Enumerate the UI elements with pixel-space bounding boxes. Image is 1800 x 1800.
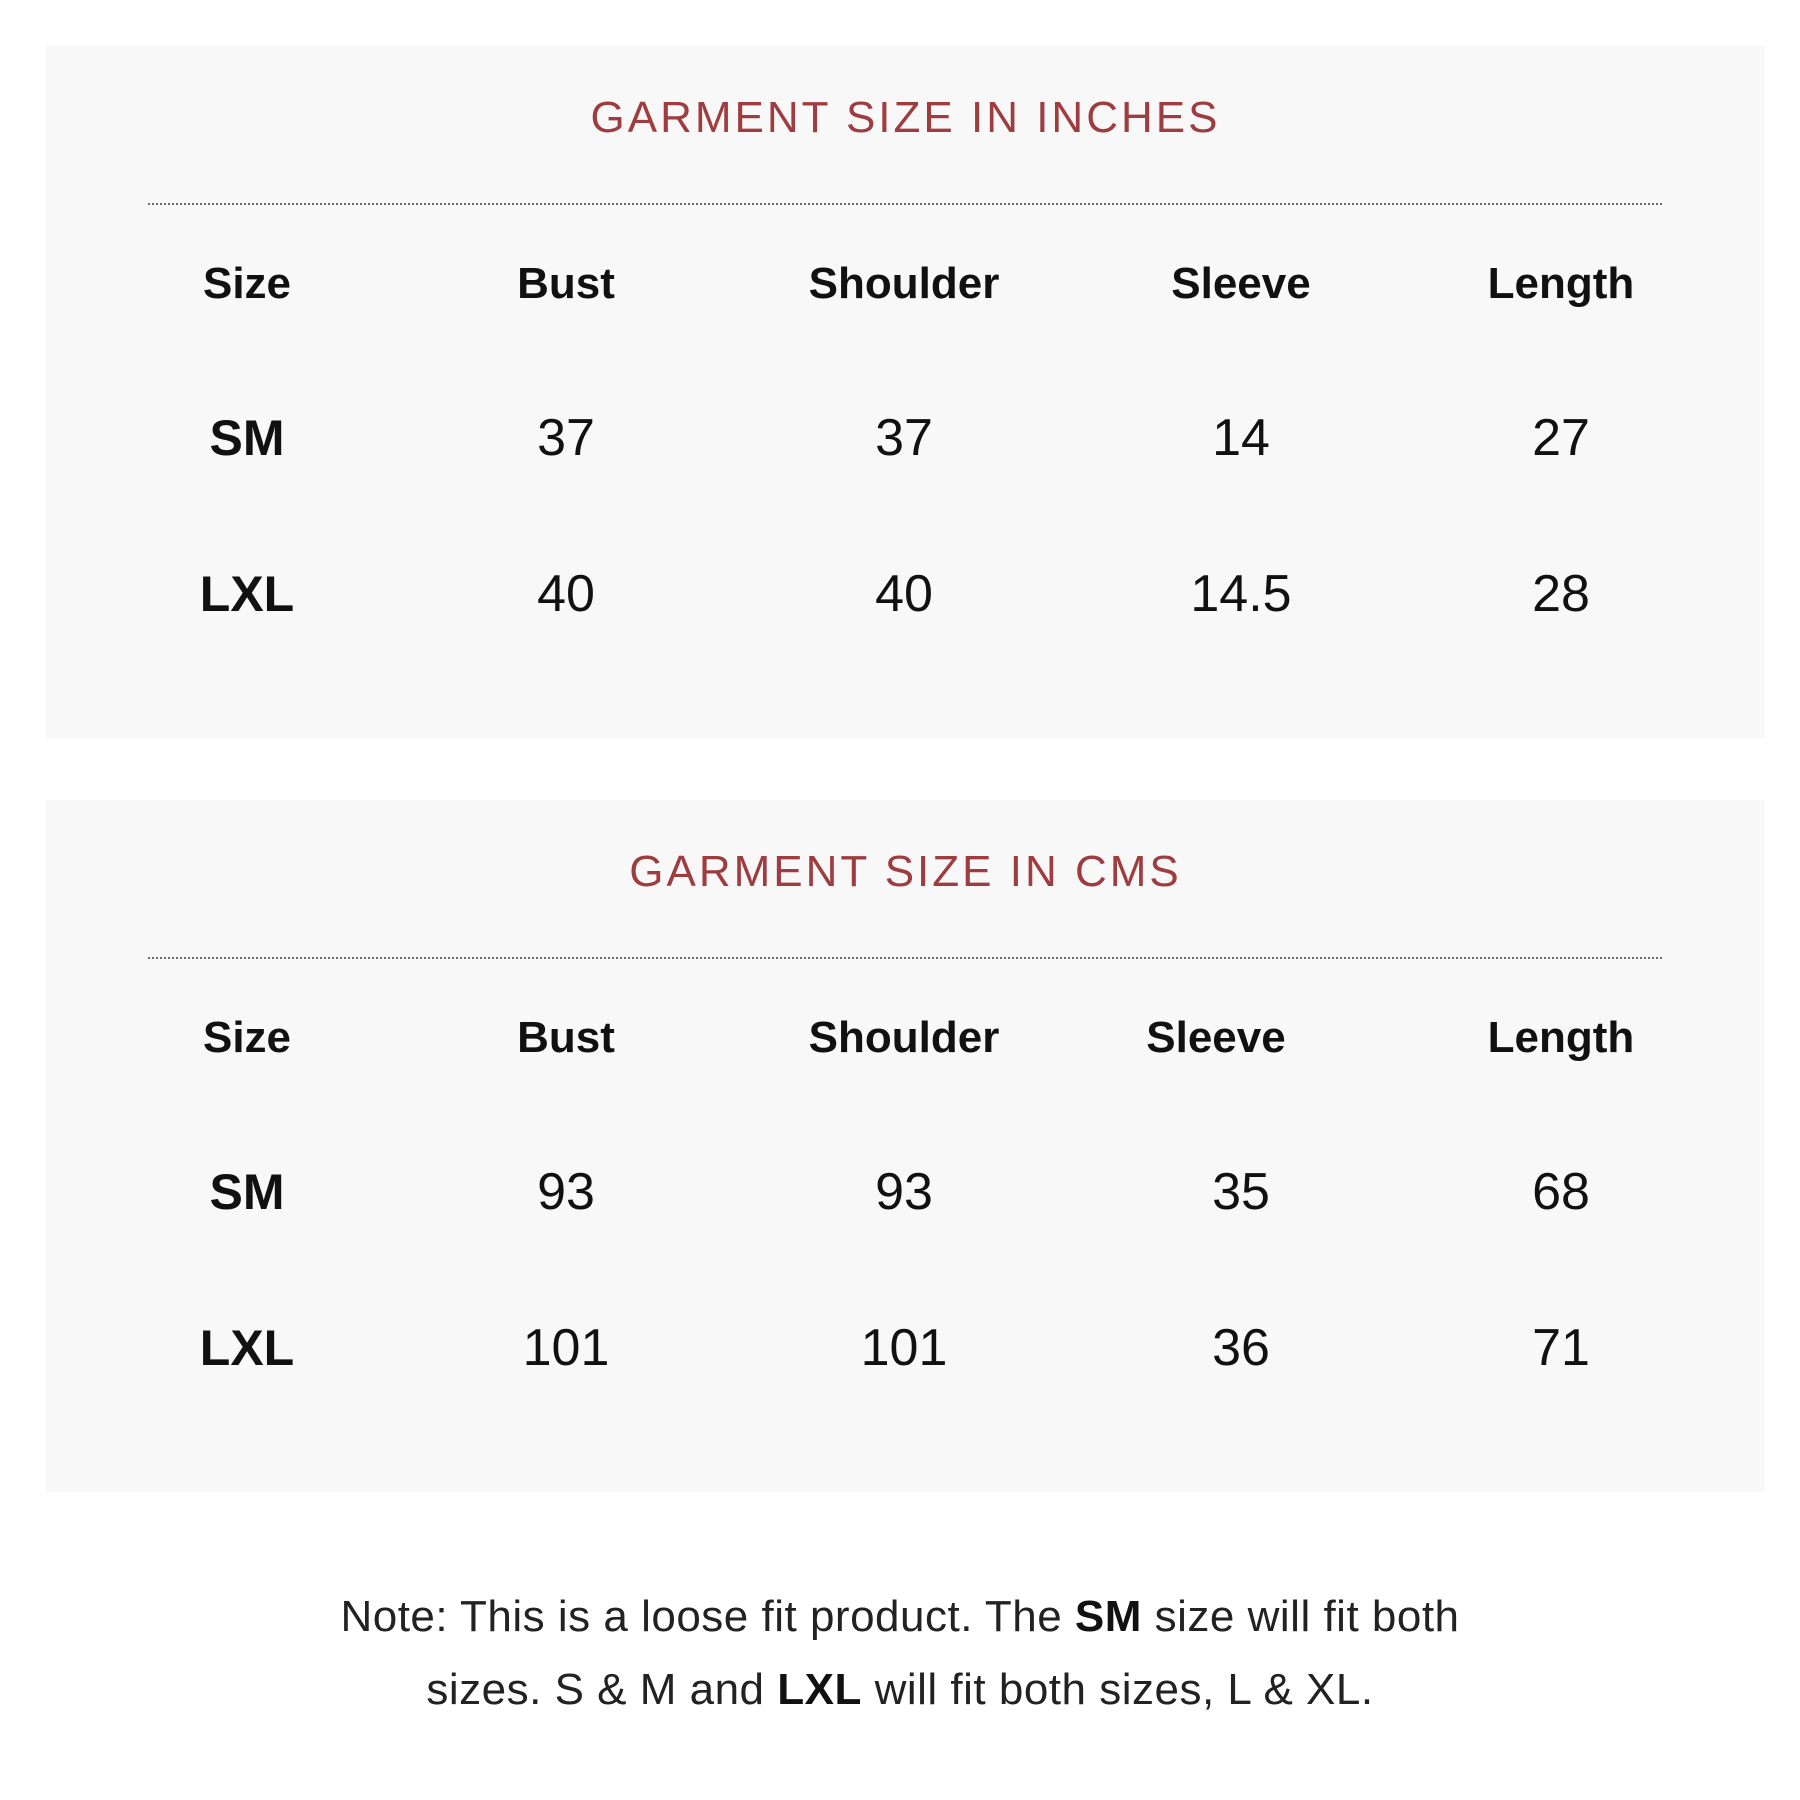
column-header-shoulder: Shoulder [808,259,1000,308]
size-label: SM [209,410,285,466]
column-header-bust: Bust [517,259,615,308]
column-header-sleeve: Sleeve [1146,1013,1286,1062]
sleeve-value: 14 [1212,409,1270,467]
fit-note: Note: This is a loose fit product. The S… [200,1580,1600,1726]
bust-value: 37 [537,409,595,467]
shoulder-value: 93 [875,1163,933,1221]
length-value: 28 [1532,565,1590,623]
shoulder-value: 40 [875,565,933,623]
size-label: SM [209,1164,285,1220]
table-row: SM 37 37 14 27 [46,408,1765,468]
table-title: GARMENT SIZE IN INCHES [590,93,1221,142]
table-row: LXL 40 40 14.5 28 [46,564,1765,624]
table-header-row: Size Bust Shoulder Sleeve Length [46,254,1765,314]
shoulder-value: 37 [875,409,933,467]
bust-value: 101 [522,1319,610,1377]
column-header-length: Length [1487,259,1635,308]
note-bold-size: SM [1074,1592,1142,1641]
size-label: LXL [199,1320,295,1376]
table-row: SM 93 93 35 68 [46,1162,1765,1222]
sleeve-value: 14.5 [1190,565,1292,623]
size-chart-cms: GARMENT SIZE IN CMS Size Bust Shoulder S… [46,800,1765,1492]
sleeve-value: 36 [1212,1319,1270,1377]
size-label: LXL [199,566,295,622]
column-header-length: Length [1487,1013,1635,1062]
column-header-size: Size [202,1013,292,1062]
column-header-size: Size [202,259,292,308]
length-value: 71 [1532,1319,1590,1377]
bust-value: 40 [537,565,595,623]
length-value: 68 [1532,1163,1590,1221]
dotted-divider [148,203,1662,205]
note-text: size will fit both [1141,1592,1460,1641]
table-row: LXL 101 101 36 71 [46,1318,1765,1378]
note-text: sizes. S & M and [426,1665,778,1714]
table-title: GARMENT SIZE IN CMS [629,847,1182,896]
column-header-shoulder: Shoulder [808,1013,1000,1062]
note-text: Note: This is a loose fit product. The [340,1592,1075,1641]
note-text: will fit both sizes, L & XL. [861,1665,1374,1714]
note-bold-size: LXL [777,1665,862,1714]
bust-value: 93 [537,1163,595,1221]
length-value: 27 [1532,409,1590,467]
table-header-row: Size Bust Shoulder Sleeve Length [46,1008,1765,1068]
dotted-divider [148,957,1662,959]
sleeve-value: 35 [1212,1163,1270,1221]
shoulder-value: 101 [860,1319,948,1377]
column-header-sleeve: Sleeve [1171,259,1311,308]
column-header-bust: Bust [517,1013,615,1062]
size-chart-inches: GARMENT SIZE IN INCHES Size Bust Shoulde… [46,46,1765,738]
